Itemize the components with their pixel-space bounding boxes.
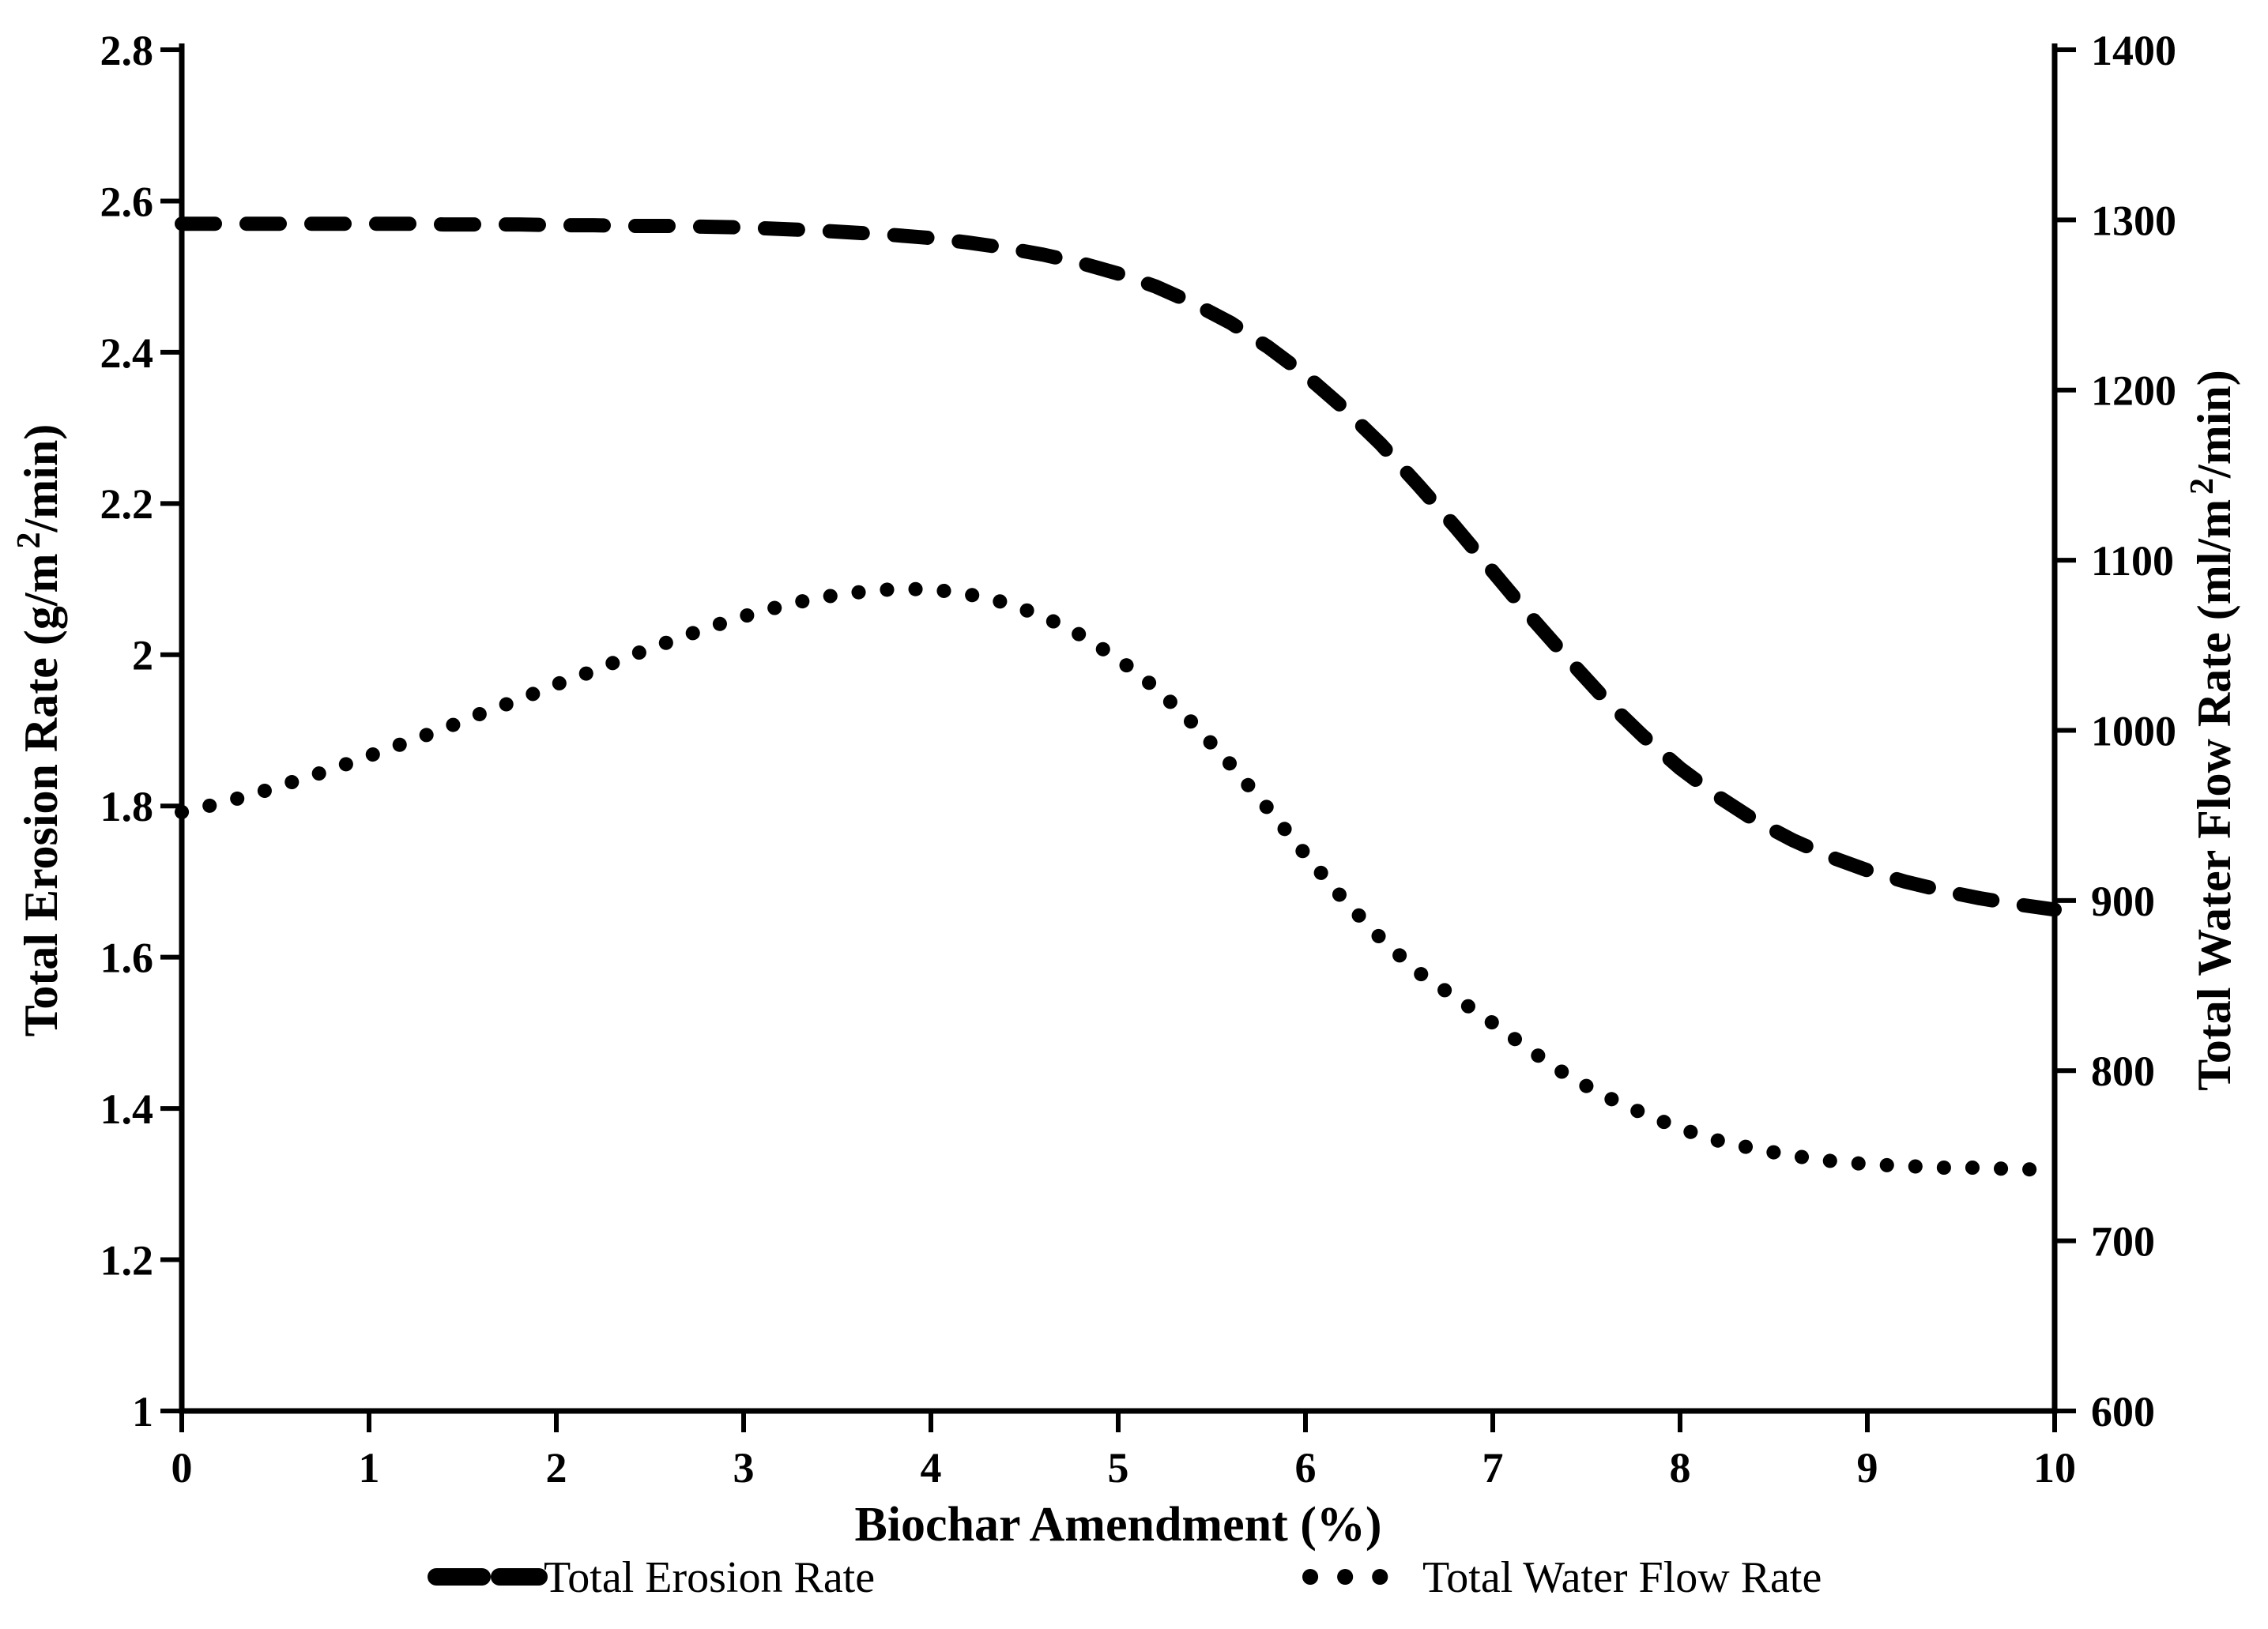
left-tick-label: 2.6 bbox=[100, 178, 154, 225]
x-axis: 0 1 2 3 4 5 6 7 8 9 10 bbox=[171, 1411, 2076, 1492]
erosion-series-line bbox=[175, 216, 2062, 917]
legend: Total Erosion Rate Total Water Flow Rate bbox=[428, 1553, 1822, 1602]
left-tick-label: 2.8 bbox=[100, 27, 154, 74]
left-tick-label: 2 bbox=[132, 632, 153, 679]
x-tick-label: 4 bbox=[921, 1444, 942, 1492]
left-tick-label: 2.2 bbox=[100, 480, 154, 528]
left-tick-label: 1.8 bbox=[100, 783, 154, 830]
water-flow-series-line bbox=[175, 581, 2062, 1177]
legend-water-label: Total Water Flow Rate bbox=[1422, 1553, 1822, 1602]
x-tick-label: 10 bbox=[2033, 1444, 2076, 1492]
left-tick-label: 1.2 bbox=[100, 1236, 154, 1284]
axes bbox=[179, 43, 2058, 1414]
y-axis-left: 1 1.2 1.4 1.6 1.8 2 2.2 2.4 2.6 2.8 bbox=[100, 27, 182, 1435]
x-tick-label: 7 bbox=[1482, 1444, 1504, 1492]
right-axis-title: Total Water Flow Rate (ml/m2/min) bbox=[2184, 370, 2240, 1090]
y-axis-right: 600 700 800 900 1000 1100 1200 1300 1400 bbox=[2055, 27, 2176, 1435]
x-tick-label: 1 bbox=[359, 1444, 380, 1492]
x-tick-label: 6 bbox=[1295, 1444, 1317, 1492]
left-tick-label: 1.6 bbox=[100, 935, 154, 982]
right-tick-label: 900 bbox=[2091, 878, 2155, 925]
left-tick-label: 1.4 bbox=[100, 1085, 154, 1133]
x-tick-label: 2 bbox=[546, 1444, 567, 1492]
left-tick-label: 2.4 bbox=[100, 329, 154, 377]
right-tick-label: 1000 bbox=[2091, 707, 2176, 754]
legend-erosion-label: Total Erosion Rate bbox=[544, 1553, 875, 1602]
x-tick-label: 3 bbox=[733, 1444, 755, 1492]
right-tick-label: 700 bbox=[2091, 1218, 2155, 1266]
right-tick-label: 800 bbox=[2091, 1048, 2155, 1095]
x-tick-label: 9 bbox=[1857, 1444, 1878, 1492]
x-axis-title: Biochar Amendment (%) bbox=[854, 1498, 1381, 1552]
x-tick-label: 0 bbox=[171, 1444, 193, 1492]
left-axis-title: Total Erosion Rate (g/m2/min) bbox=[11, 424, 67, 1036]
right-tick-label: 1400 bbox=[2091, 27, 2176, 74]
right-tick-label: 1300 bbox=[2091, 197, 2176, 244]
right-tick-label: 1100 bbox=[2091, 537, 2174, 585]
right-tick-label: 600 bbox=[2091, 1388, 2155, 1435]
x-tick-label: 8 bbox=[1670, 1444, 1691, 1492]
right-tick-label: 1200 bbox=[2091, 367, 2176, 415]
x-tick-label: 5 bbox=[1108, 1444, 1129, 1492]
left-tick-label: 1 bbox=[132, 1388, 153, 1435]
